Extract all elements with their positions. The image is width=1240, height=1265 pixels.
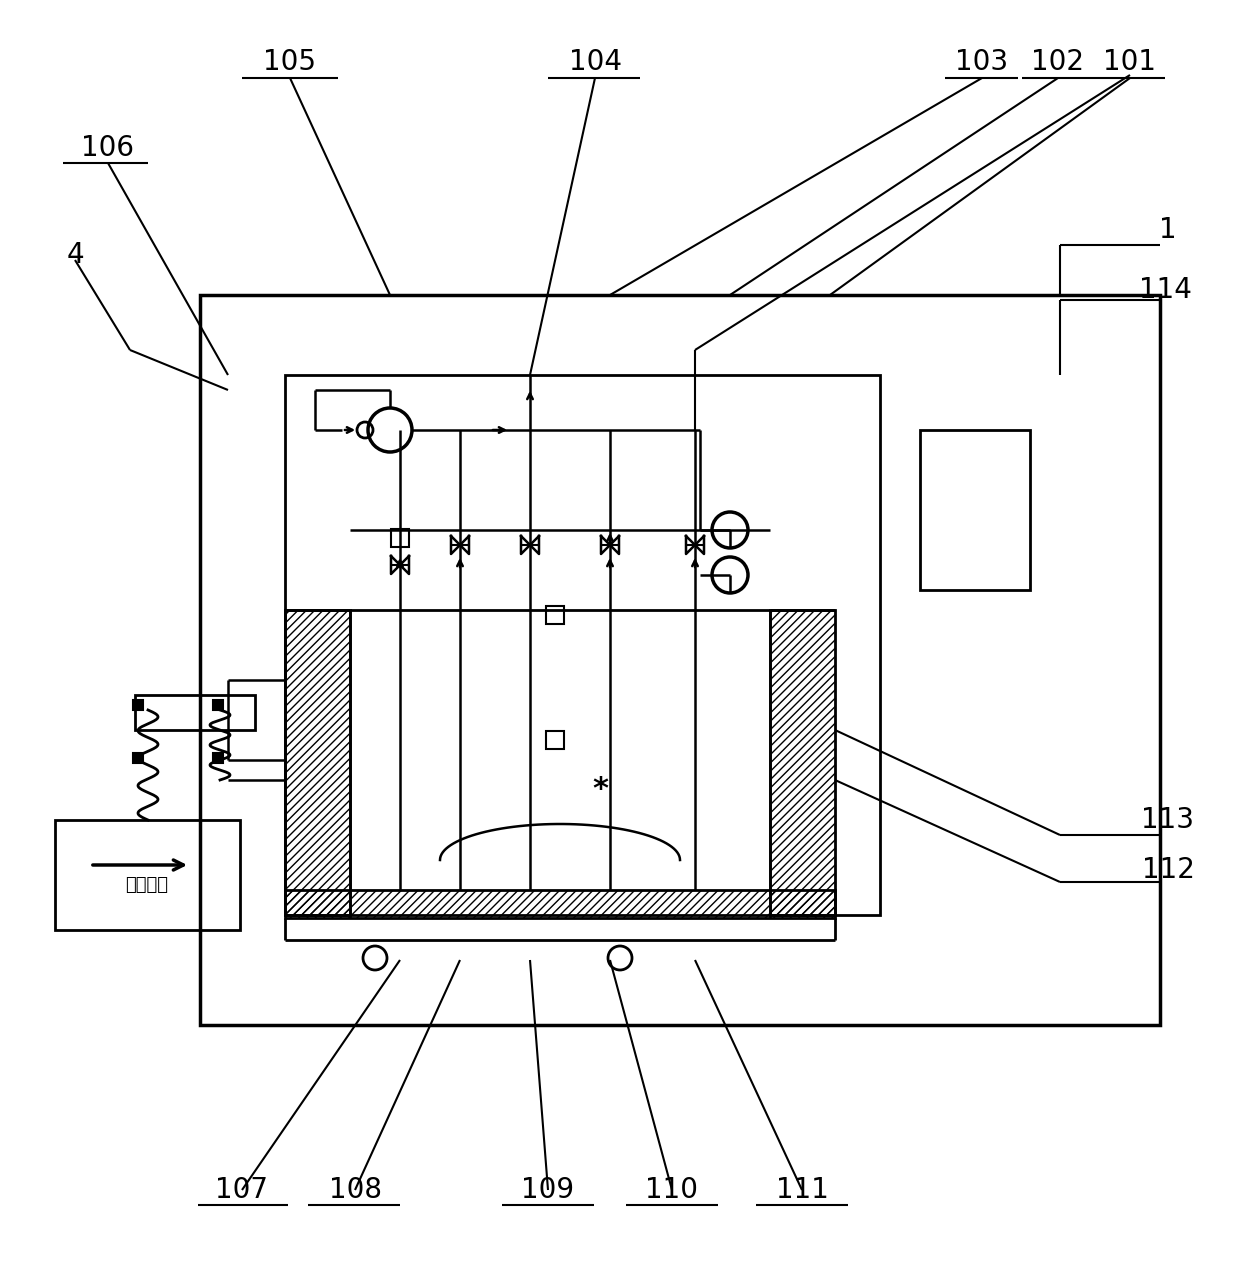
Text: 113: 113 <box>1142 806 1194 834</box>
Bar <box>213 700 223 710</box>
Text: 101: 101 <box>1104 48 1157 76</box>
Text: 109: 109 <box>522 1176 574 1204</box>
Text: 103: 103 <box>956 48 1008 76</box>
Bar <box>546 731 564 749</box>
Text: 106: 106 <box>82 134 134 162</box>
Text: 108: 108 <box>329 1176 382 1204</box>
Bar <box>770 610 835 915</box>
Text: 1: 1 <box>1159 216 1177 244</box>
Text: 树脂装置: 树脂装置 <box>125 875 169 894</box>
Text: 110: 110 <box>646 1176 698 1204</box>
Circle shape <box>712 512 748 548</box>
Bar <box>133 753 143 763</box>
Bar <box>285 610 350 915</box>
Bar <box>213 753 223 763</box>
Bar <box>55 820 241 930</box>
Bar <box>391 529 409 546</box>
Bar <box>546 606 564 624</box>
Bar <box>285 374 880 915</box>
Text: 4: 4 <box>66 242 84 269</box>
Bar <box>135 694 255 730</box>
Text: *: * <box>591 775 608 805</box>
Text: 105: 105 <box>263 48 316 76</box>
Text: 114: 114 <box>1138 276 1192 304</box>
Bar <box>920 430 1030 589</box>
Bar <box>285 891 835 918</box>
Circle shape <box>712 557 748 593</box>
Text: 104: 104 <box>568 48 621 76</box>
Text: 111: 111 <box>775 1176 828 1204</box>
Text: 112: 112 <box>1142 856 1194 884</box>
Bar <box>200 295 1159 1025</box>
Bar <box>133 700 143 710</box>
Text: 107: 107 <box>216 1176 269 1204</box>
Text: 102: 102 <box>1032 48 1085 76</box>
